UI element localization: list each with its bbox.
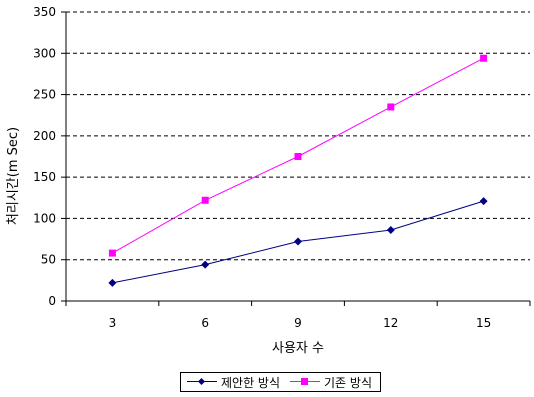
y-tick-label: 250 — [33, 88, 56, 102]
y-tick-labels: 0 50 100 150 200 250 300 350 — [33, 5, 56, 308]
y-tick-label: 200 — [33, 129, 56, 143]
data-point-diamond — [479, 197, 488, 206]
legend-entry-existing: 기존 방식 — [290, 374, 372, 391]
data-point-diamond — [294, 237, 302, 246]
y-tick-label: 350 — [33, 5, 56, 19]
x-tick-label: 12 — [383, 316, 398, 330]
x-axis-label: 사용자 수 — [272, 341, 324, 356]
data-point-diamond — [386, 225, 395, 234]
x-tick-label: 6 — [201, 316, 209, 330]
y-tick-label: 100 — [33, 211, 56, 225]
y-tick-label: 50 — [41, 253, 56, 267]
data-point-square — [201, 196, 209, 204]
x-tick-label: 3 — [109, 316, 117, 330]
y-tick-label: 150 — [33, 170, 56, 184]
data-point-diamond — [201, 260, 210, 269]
y-tick-label: 300 — [33, 46, 56, 60]
axes — [61, 11, 531, 306]
legend-entry-proposed: 제안한 방식 — [187, 374, 280, 391]
legend-label-existing: 기존 방식 — [324, 375, 372, 390]
data-point-square — [387, 103, 395, 111]
y-axis-label: 처리시간(m Sec) — [6, 127, 21, 225]
series-lines — [108, 54, 488, 287]
legend: 제안한 방식 기존 방식 — [180, 372, 381, 392]
diamond-marker-icon — [187, 377, 217, 387]
x-tick-label: 9 — [294, 316, 302, 330]
data-point-diamond — [108, 278, 117, 287]
data-point-square — [294, 153, 302, 160]
x-tick-labels: 3 6 9 12 15 — [109, 316, 492, 330]
square-marker-icon — [290, 377, 321, 387]
x-tick-label: 15 — [476, 316, 491, 330]
data-point-square — [108, 249, 116, 257]
legend-label-proposed: 제안한 방식 — [221, 375, 281, 390]
y-tick-label: 0 — [48, 294, 56, 308]
data-point-square — [480, 54, 488, 62]
gridlines — [66, 11, 530, 261]
